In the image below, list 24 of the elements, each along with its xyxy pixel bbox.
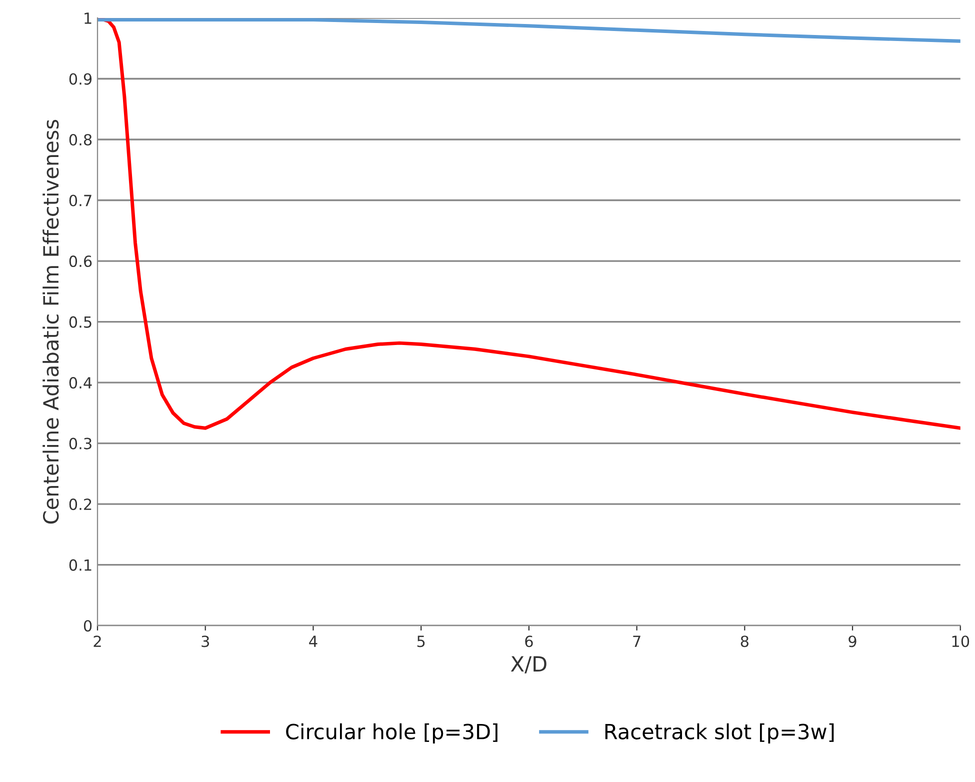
y-tick-label: 0.5 (69, 316, 92, 328)
x-tick-label: 8 (740, 636, 748, 648)
x-axis-title: X/D (510, 656, 546, 674)
x-tick-label: 5 (417, 636, 425, 648)
x-tick-label: 7 (633, 636, 640, 647)
x-tick-label: 6 (525, 636, 533, 648)
legend-label: Racetrack slot [p=3w] (605, 723, 834, 744)
x-tick-label: 3 (202, 636, 209, 648)
y-tick-label: 0 (84, 620, 92, 632)
y-tick-label: 0.6 (69, 255, 92, 268)
y-tick-label: 0.9 (69, 73, 92, 85)
y-tick-label: 0.3 (69, 438, 92, 450)
x-tick-label: 4 (309, 636, 318, 647)
x-tick-label: 2 (94, 636, 101, 647)
x-tick-label: 10 (952, 636, 970, 648)
y-tick-label: 0.8 (69, 134, 92, 146)
x-tick-label: 9 (848, 636, 856, 648)
y-tick-label: 0.1 (69, 559, 92, 571)
legend-label: Circular hole [p=3D] (286, 723, 498, 744)
y-tick-label: 0.7 (69, 194, 92, 206)
y-tick-label: 0.2 (69, 498, 92, 510)
y-axis-title: Centerline Adiabatic Film Effectiveness (42, 120, 59, 524)
y-tick-label: 0.4 (69, 377, 92, 389)
y-tick-label: 1 (84, 12, 92, 24)
